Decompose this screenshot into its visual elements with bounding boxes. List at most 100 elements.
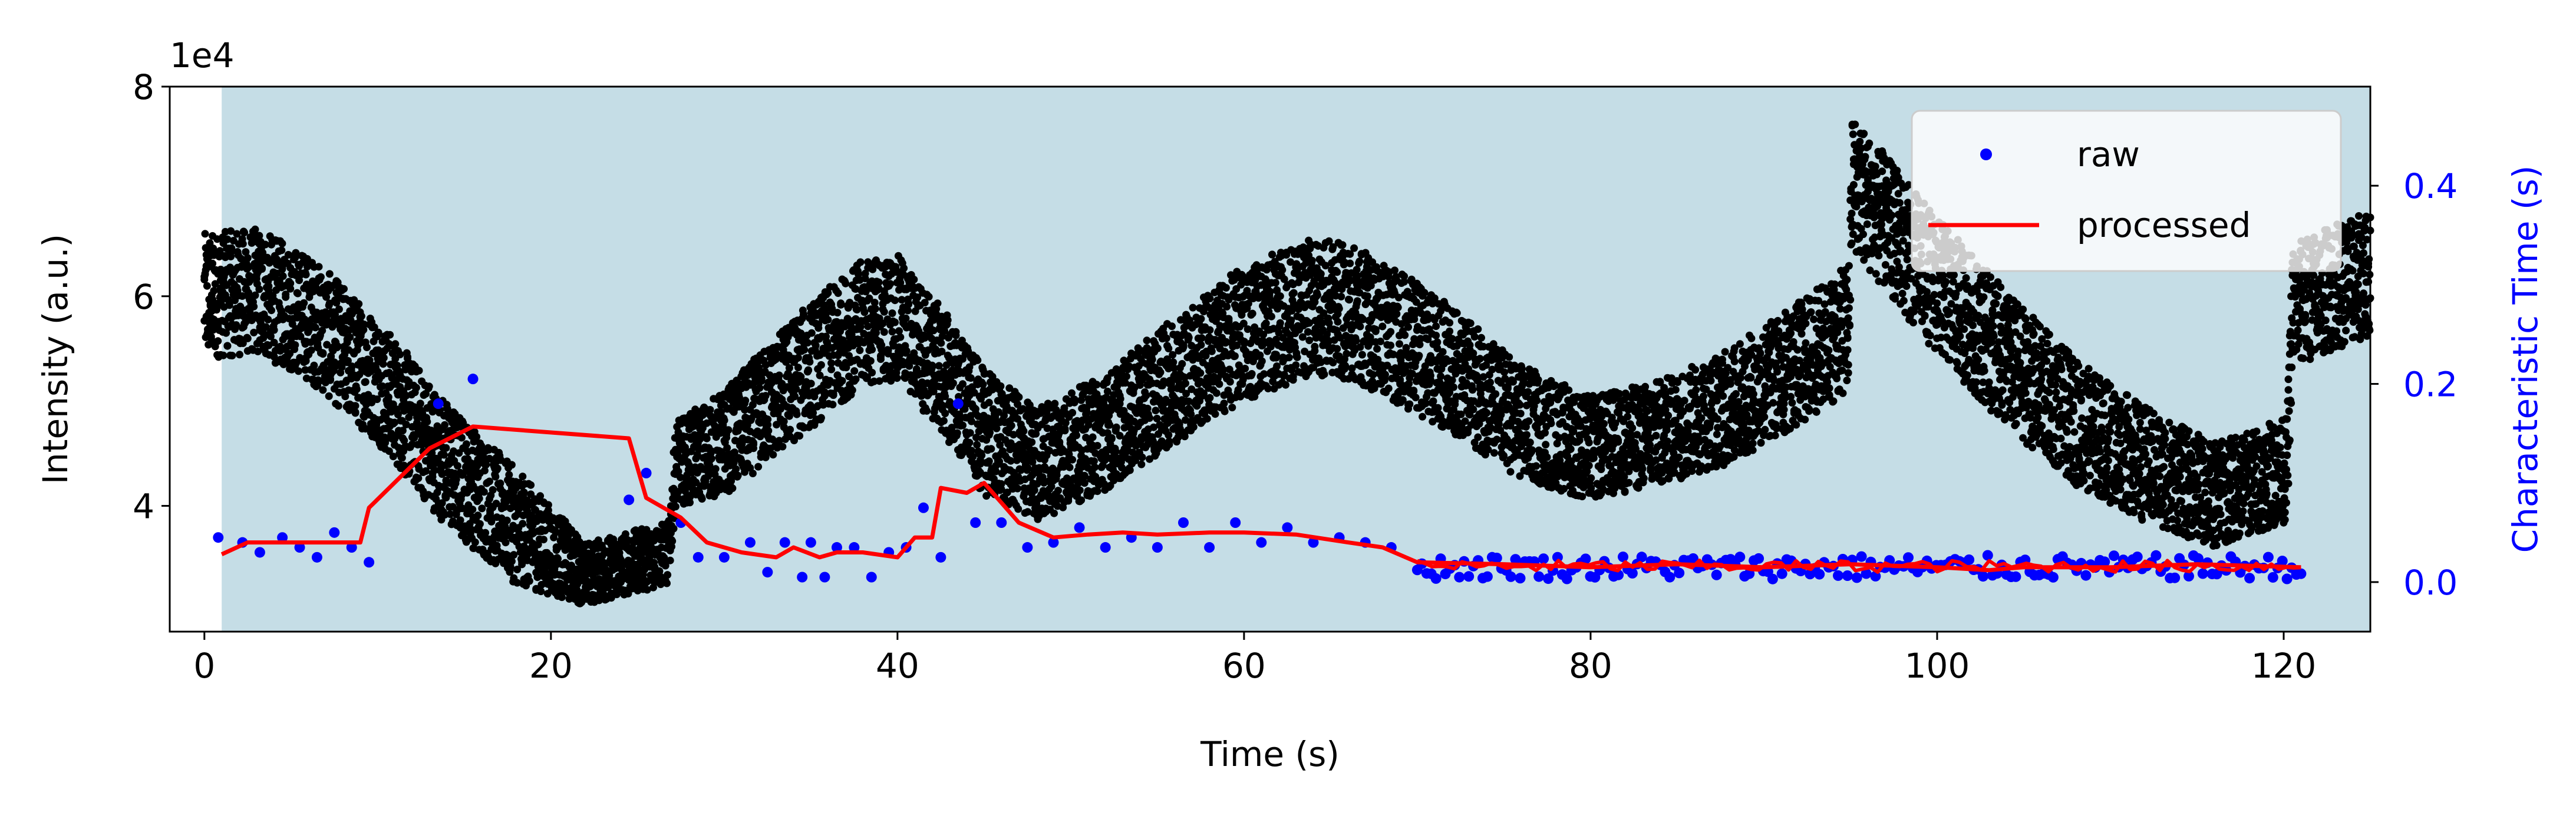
intensity-point xyxy=(775,371,783,379)
intensity-point xyxy=(478,504,486,513)
intensity-point xyxy=(211,280,219,288)
intensity-point xyxy=(966,429,974,437)
intensity-point xyxy=(510,551,518,559)
intensity-point xyxy=(422,467,430,475)
intensity-point xyxy=(829,391,837,399)
intensity-point xyxy=(398,427,407,435)
intensity-point xyxy=(985,398,993,407)
intensity-point xyxy=(425,382,433,391)
intensity-point xyxy=(452,475,460,484)
intensity-point xyxy=(351,409,359,417)
intensity-point xyxy=(539,536,547,544)
intensity-point xyxy=(1206,394,1214,402)
intensity-point xyxy=(210,287,218,295)
intensity-point xyxy=(779,442,787,451)
intensity-point xyxy=(214,337,222,345)
intensity-point xyxy=(880,308,888,316)
intensity-point xyxy=(266,332,275,341)
intensity-point xyxy=(891,296,899,305)
intensity-point xyxy=(499,488,507,496)
intensity-point xyxy=(475,494,483,503)
intensity-point xyxy=(457,434,466,442)
intensity-point xyxy=(473,432,481,441)
intensity-point xyxy=(1148,355,1156,364)
intensity-point xyxy=(1024,464,1032,472)
intensity-point xyxy=(664,571,672,579)
intensity-point xyxy=(416,399,424,408)
intensity-point xyxy=(1142,391,1150,399)
intensity-point xyxy=(888,309,896,318)
intensity-point xyxy=(264,315,272,323)
intensity-point xyxy=(284,250,292,259)
intensity-point xyxy=(414,474,423,483)
intensity-point xyxy=(216,247,224,255)
intensity-point xyxy=(1248,309,1256,318)
intensity-point xyxy=(939,417,948,425)
intensity-point xyxy=(361,425,370,433)
intensity-point xyxy=(474,511,482,520)
intensity-point xyxy=(1198,334,1206,342)
intensity-point xyxy=(1314,291,1321,299)
intensity-point xyxy=(360,321,368,329)
intensity-point xyxy=(391,418,399,427)
intensity-point xyxy=(363,344,371,351)
intensity-point xyxy=(558,593,566,602)
intensity-point xyxy=(934,299,942,308)
intensity-point xyxy=(786,425,794,434)
intensity-point xyxy=(748,401,757,409)
intensity-point xyxy=(396,351,404,359)
intensity-point xyxy=(877,355,885,363)
intensity-point xyxy=(292,249,300,257)
intensity-point xyxy=(323,341,331,349)
intensity-point xyxy=(361,378,370,386)
intensity-point xyxy=(756,384,764,392)
intensity-point xyxy=(880,328,888,336)
intensity-scatter-layer xyxy=(200,120,2374,607)
intensity-point xyxy=(1262,319,1270,328)
intensity-point xyxy=(507,461,516,469)
intensity-point xyxy=(1285,354,1293,362)
intensity-point xyxy=(380,354,388,362)
intensity-point xyxy=(1014,484,1022,493)
intensity-point xyxy=(402,421,410,428)
intensity-point xyxy=(286,279,295,288)
intensity-point xyxy=(443,405,451,413)
intensity-point xyxy=(1050,509,1058,517)
intensity-point xyxy=(1073,431,1080,440)
intensity-point xyxy=(496,479,504,487)
intensity-point xyxy=(1292,361,1300,369)
intensity-point xyxy=(251,225,259,233)
intensity-point xyxy=(941,410,949,418)
intensity-point xyxy=(868,368,876,377)
intensity-point xyxy=(1007,421,1015,430)
intensity-point xyxy=(384,393,392,401)
intensity-point xyxy=(1268,250,1277,259)
intensity-point xyxy=(456,516,464,524)
intensity-point xyxy=(1289,289,1298,297)
intensity-point xyxy=(251,291,259,299)
intensity-point xyxy=(278,265,286,273)
intensity-point xyxy=(477,442,486,450)
intensity-point xyxy=(1083,407,1091,415)
intensity-point xyxy=(1282,381,1289,389)
intensity-point xyxy=(702,434,711,442)
intensity-point xyxy=(489,486,497,494)
intensity-point xyxy=(270,326,278,334)
intensity-point xyxy=(720,416,728,424)
intensity-point xyxy=(1189,423,1198,431)
intensity-point xyxy=(454,462,461,470)
intensity-point xyxy=(1068,409,1077,417)
intensity-point xyxy=(279,272,287,280)
intensity-point xyxy=(379,360,387,368)
intensity-point xyxy=(505,471,513,479)
intensity-point xyxy=(493,464,502,473)
intensity-point xyxy=(741,397,750,405)
intensity-point xyxy=(525,577,533,585)
intensity-point xyxy=(1066,463,1074,471)
intensity-point xyxy=(1206,326,1214,334)
intensity-point xyxy=(222,329,230,337)
intensity-point xyxy=(1311,342,1319,351)
intensity-point xyxy=(243,334,252,342)
intensity-point xyxy=(469,506,477,514)
